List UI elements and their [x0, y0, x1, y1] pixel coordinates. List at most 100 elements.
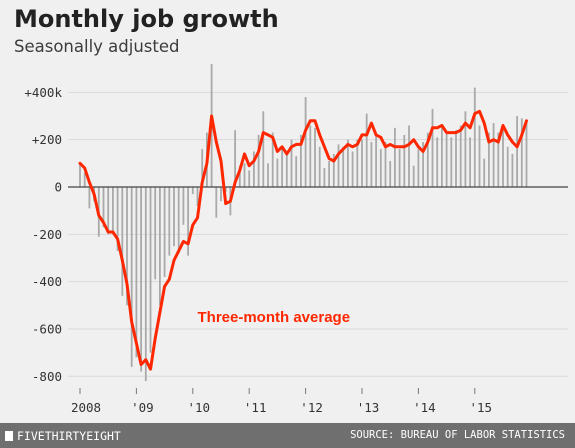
annotations: Three-month average: [198, 309, 351, 326]
footer-source: SOURCE: BUREAU OF LABOR STATISTICS: [350, 429, 565, 441]
bar: [361, 139, 363, 187]
bar: [483, 158, 486, 187]
bar: [295, 156, 298, 187]
x-tick-label: '09: [131, 400, 154, 415]
bar: [196, 187, 199, 206]
bar: [187, 187, 189, 256]
y-tick-label: -200: [32, 227, 62, 242]
bar: [398, 149, 401, 187]
monthly-bars: [79, 63, 528, 382]
bar: [238, 165, 241, 187]
bar: [328, 160, 330, 187]
bar: [318, 146, 321, 187]
bar: [351, 151, 354, 187]
x-tick-label: '14: [413, 400, 436, 415]
bar: [426, 132, 429, 187]
bar: [412, 165, 415, 187]
bar: [309, 125, 312, 187]
bar: [271, 132, 274, 187]
bar: [356, 139, 359, 187]
three-month-average-line: [78, 109, 528, 371]
bar: [389, 160, 392, 187]
bar: [220, 187, 222, 202]
bar: [422, 142, 424, 187]
bar: [154, 187, 157, 280]
bar: [473, 87, 476, 187]
bar: [126, 187, 128, 306]
bar: [149, 187, 152, 353]
bar: [215, 187, 218, 218]
bar: [191, 187, 194, 195]
bar: [488, 132, 490, 187]
bar: [182, 187, 185, 225]
bar: [516, 116, 518, 187]
bar: [459, 125, 462, 187]
x-tick-label: '10: [188, 400, 211, 415]
bar: [375, 134, 377, 187]
footer-bar: FIVETHIRTYEIGHT SOURCE: BUREAU OF LABOR …: [0, 423, 575, 448]
bar: [347, 139, 349, 187]
bar: [323, 168, 326, 187]
bar: [502, 125, 504, 187]
bar: [83, 172, 86, 187]
bar: [116, 187, 119, 251]
bar: [497, 132, 500, 187]
bar: [163, 187, 166, 277]
bar: [478, 125, 481, 187]
average-line-group: [78, 109, 528, 371]
bar: [79, 163, 81, 187]
bar: [337, 144, 340, 187]
bar: [253, 151, 255, 187]
bar: [135, 187, 138, 358]
bar: [417, 149, 420, 187]
bar: [394, 127, 396, 187]
bar: [304, 97, 307, 187]
chart-subtitle: Seasonally adjusted: [14, 37, 180, 56]
y-tick-label: -600: [32, 321, 62, 336]
brand-logo-icon: [5, 431, 13, 441]
average-line-label: Three-month average: [198, 309, 351, 326]
bar: [379, 149, 382, 187]
bar: [102, 187, 105, 228]
x-tick-label: '13: [357, 400, 380, 415]
x-tick-label: '11: [244, 400, 267, 415]
bar: [492, 123, 495, 187]
footer-brand: FIVETHIRTYEIGHT: [5, 429, 121, 443]
bar: [144, 187, 147, 382]
bar: [384, 142, 387, 187]
bar: [224, 187, 227, 192]
bar: [511, 153, 514, 187]
x-axis-labels: 2008 '09 '10 '11 '12 '13 '14 '15: [71, 388, 492, 415]
bar: [370, 142, 373, 187]
x-tick-label: '12: [300, 400, 323, 415]
bar: [506, 146, 509, 187]
bar: [88, 187, 91, 209]
bar: [112, 187, 114, 235]
job-growth-chart: +400k +200 0 -200 -400 -600 -800 2008 '09 '10 '11…: [24, 63, 568, 415]
chart-title: Monthly job growth: [14, 5, 279, 33]
bar: [140, 187, 142, 372]
bar: [300, 134, 302, 187]
bar: [314, 127, 316, 187]
bar: [281, 146, 283, 187]
y-axis-labels: +400k +200 0 -200 -400 -600 -800: [24, 85, 62, 384]
y-tick-label: +400k: [24, 85, 62, 100]
bar: [525, 123, 528, 187]
bar: [365, 113, 368, 187]
bar: [464, 111, 467, 187]
bar: [173, 187, 175, 247]
bar: [168, 187, 171, 256]
bar: [243, 163, 246, 187]
bar: [267, 163, 269, 187]
bar: [436, 137, 439, 187]
bar: [276, 158, 279, 187]
bar: [441, 127, 443, 187]
bar: [290, 139, 293, 187]
x-tick-label: 2008: [71, 400, 101, 415]
y-tick-label: -800: [32, 369, 62, 384]
bar: [130, 187, 133, 367]
bar: [431, 108, 434, 187]
bar: [201, 149, 204, 187]
bar: [455, 130, 457, 187]
bar: [121, 187, 124, 296]
